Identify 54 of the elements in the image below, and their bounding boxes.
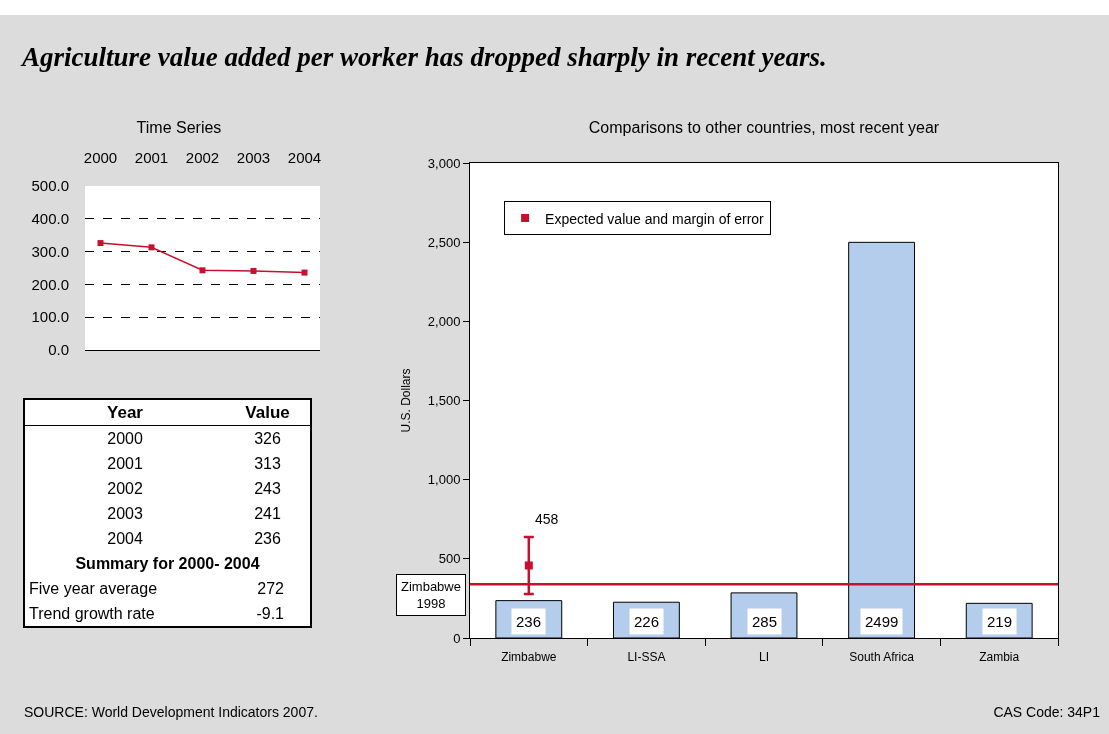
y-tick-label: 100.0: [31, 308, 69, 326]
data-label: 219: [987, 613, 1013, 630]
category-label: 2002: [107, 479, 143, 497]
y-tick-label: 3,000: [427, 155, 461, 171]
y-tick-label: 1,000: [427, 472, 461, 488]
x-tick-label: LI-SSA: [627, 650, 666, 665]
text: 326: [253, 428, 282, 449]
text: 241: [253, 503, 282, 524]
ref-line-label: Zimbabwe 1998: [401, 579, 461, 611]
x-tick-label: Zambia: [979, 650, 1020, 665]
data-label: 226: [634, 613, 660, 630]
text: -9.1: [255, 603, 285, 624]
y-tick-label: 2,500: [427, 234, 461, 250]
x-tick-label: 2003: [236, 149, 271, 166]
category-label: 2004: [107, 529, 143, 547]
text: 243: [253, 478, 282, 499]
text: Year: [24, 399, 226, 426]
y-tick-label: 1,500: [427, 393, 461, 409]
y-tick-label: 200.0: [31, 275, 69, 293]
y-axis-title: U.S. Dollars: [399, 368, 414, 433]
text: 236: [253, 528, 282, 549]
x-tick-label: 2001: [134, 149, 169, 166]
data-label: 285: [752, 613, 778, 630]
category-label: 2000: [107, 429, 143, 447]
x-tick-label: 2000: [83, 149, 118, 166]
x-tick-label: 2004: [287, 149, 322, 166]
data-label: 236: [516, 613, 542, 630]
text: Five year average: [28, 578, 159, 599]
y-tick-label: 0: [453, 630, 461, 646]
y-tick-label: 500.0: [31, 177, 69, 195]
chart-title: Comparisons to other countries, most recent year: [588, 118, 940, 136]
x-tick-label: South Africa: [849, 650, 915, 665]
data-label: 458: [535, 511, 559, 527]
source-note: SOURCE: World Development Indicators 2007.: [24, 704, 318, 720]
text: 272: [256, 578, 285, 599]
y-tick-label: 400.0: [31, 210, 69, 228]
text: Agriculture value added per worker has dropped sharply in recent years.: [22, 42, 827, 73]
y-tick-label: 0.0: [48, 341, 69, 359]
y-tick-label: 500: [438, 551, 461, 567]
data-label: 2499: [865, 613, 899, 630]
chart-title: Time Series: [136, 118, 222, 136]
x-tick-label: 2002: [185, 149, 220, 166]
legend-label: Expected value and margin of error: [545, 210, 765, 227]
x-tick-label: LI: [758, 650, 770, 665]
text: Value: [225, 399, 311, 426]
text: Summary for 2000- 2004: [74, 553, 261, 574]
y-tick-label: 300.0: [31, 242, 69, 260]
text: Trend growth rate: [28, 603, 156, 624]
category-label: 2001: [107, 454, 143, 472]
text: CAS Code: 34P1: [993, 704, 1100, 720]
y-tick-label: 2,000: [427, 313, 461, 329]
text: 313: [253, 453, 282, 474]
category-label: 2003: [107, 504, 143, 522]
x-tick-label: Zimbabwe: [501, 650, 557, 665]
